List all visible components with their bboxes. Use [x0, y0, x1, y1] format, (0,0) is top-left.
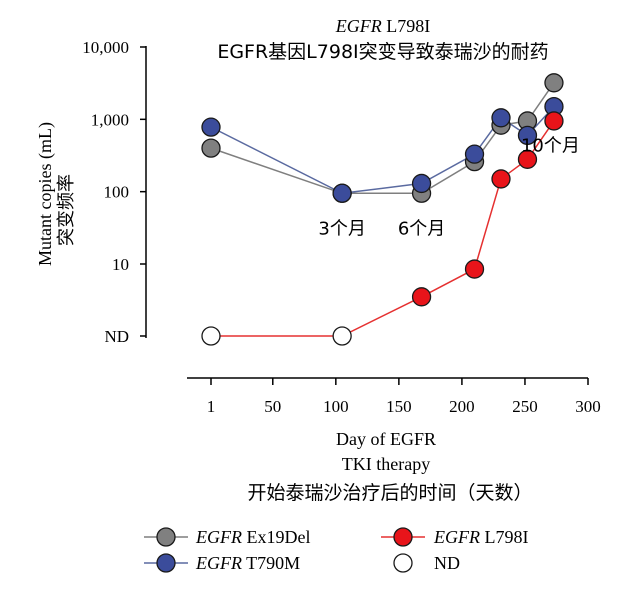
data-point	[201, 117, 221, 137]
legend-label-nd: ND	[434, 553, 460, 573]
annotations: 3个月 6个月 10个月	[318, 135, 579, 239]
x-axis-label-line1: Day of EGFR	[336, 429, 436, 449]
legend: EGFR Ex19Del EGFR L798I EGFR T790M ND	[144, 527, 528, 573]
x-ticks: 1 50 100 150 200 250 300	[207, 378, 601, 416]
data-point	[464, 259, 485, 279]
y-tick-label: ND	[104, 327, 129, 346]
chart-title-rest: L798I	[382, 16, 431, 36]
legend-marker	[393, 527, 413, 547]
data-point	[332, 183, 352, 203]
annotation-label: 3个月	[318, 218, 365, 239]
annotation-label: 6个月	[398, 218, 445, 239]
data-point	[411, 287, 432, 307]
x-tick-label: 300	[575, 397, 601, 416]
legend-marker	[156, 553, 176, 573]
x-axis-label-cn: 开始泰瑞沙治疗后的时间（天数）	[247, 482, 532, 504]
data-point	[411, 173, 432, 194]
nd-point	[201, 326, 221, 346]
x-tick-label: 50	[264, 397, 281, 416]
data-point	[517, 125, 538, 146]
nd-point	[332, 326, 352, 346]
data-point	[544, 111, 564, 131]
y-axis-label-cn: 突变频率	[56, 174, 77, 246]
y-tick-label: 10,000	[82, 38, 129, 57]
data-point	[464, 144, 485, 164]
data-point	[491, 169, 511, 189]
x-tick-label: 250	[512, 397, 538, 416]
x-tick-label: 100	[323, 397, 349, 416]
data-point	[517, 149, 538, 169]
annotation-label: 10个月	[521, 135, 580, 156]
y-axis-label: Mutant copies (mL)	[35, 122, 56, 266]
legend-marker	[156, 527, 176, 547]
y-tick-label: 10	[112, 255, 129, 274]
x-tick-label: 200	[449, 397, 475, 416]
x-tick-label: 150	[386, 397, 412, 416]
data-point	[544, 73, 564, 93]
series-points	[201, 73, 564, 346]
y-ticks: ND 10 100 1,000 10,000	[82, 38, 146, 346]
chart-title: EGFR L798I	[335, 16, 430, 36]
chart-title-italic: EGFR	[335, 16, 382, 36]
chart-title-cn: EGFR基因L798I突变导致泰瑞沙的耐药	[217, 41, 548, 63]
x-tick-label: 1	[207, 397, 216, 416]
legend-label: EGFR T790M	[195, 553, 300, 573]
legend-marker-nd	[393, 553, 413, 573]
legend-label: EGFR Ex19Del	[195, 527, 310, 547]
y-tick-label: 1,000	[91, 110, 129, 129]
legend-label: EGFR L798I	[433, 527, 528, 547]
x-axis-label-line2: TKI therapy	[342, 454, 430, 474]
data-point	[491, 108, 511, 128]
y-tick-label: 100	[104, 183, 130, 202]
data-point	[201, 138, 221, 158]
